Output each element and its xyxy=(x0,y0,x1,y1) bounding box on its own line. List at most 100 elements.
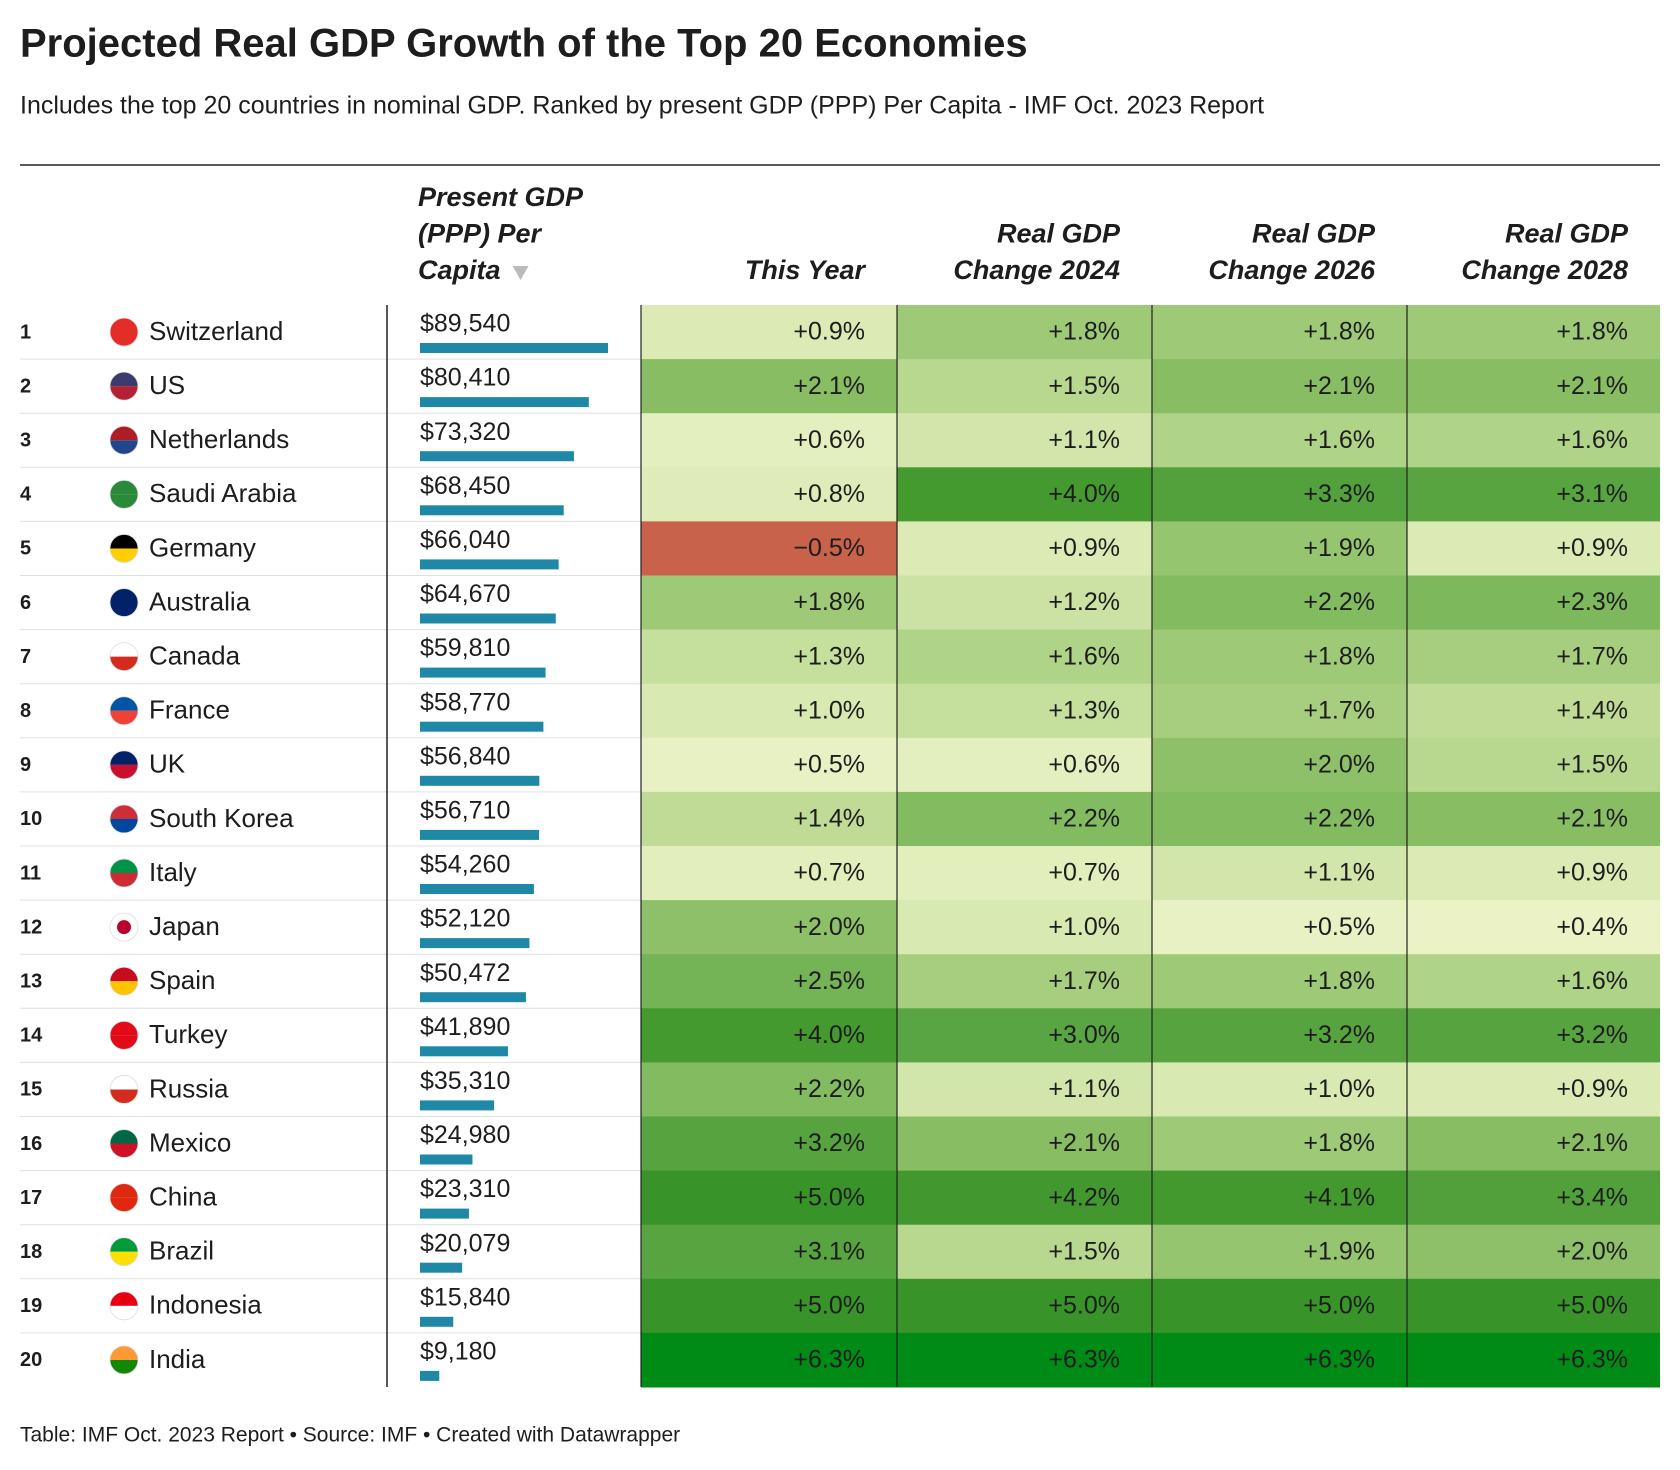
rank: 18 xyxy=(20,1241,42,1263)
flag-ring xyxy=(109,858,139,888)
growth-label: +2.1% xyxy=(793,372,865,400)
growth-cell xyxy=(641,575,897,631)
growth-cell xyxy=(641,1116,897,1172)
growth-cell xyxy=(897,1224,1152,1280)
gdp-label: $52,120 xyxy=(420,905,510,933)
gdp-label: $64,670 xyxy=(420,580,510,608)
column-header: Real GDP xyxy=(1505,219,1629,249)
growth-label: +4.0% xyxy=(793,1021,865,1049)
growth-cell xyxy=(1152,954,1407,1009)
flag-top xyxy=(110,1237,138,1252)
growth-cell xyxy=(1407,791,1660,847)
flag-ring xyxy=(109,588,139,617)
rank: 1 xyxy=(20,321,31,343)
growth-cell xyxy=(1152,1170,1407,1226)
growth-cell xyxy=(641,1332,897,1388)
flag-bottom xyxy=(110,1305,138,1320)
growth-cell xyxy=(641,305,897,360)
flag-ring xyxy=(109,1129,139,1158)
growth-cell xyxy=(897,791,1152,847)
growth-cell xyxy=(897,900,1152,955)
gdp-label: $41,890 xyxy=(420,1013,510,1041)
growth-label: +1.8% xyxy=(1556,318,1628,346)
growth-label: +6.3% xyxy=(1303,1346,1375,1374)
gdp-bar xyxy=(420,721,544,732)
growth-cell xyxy=(897,575,1152,631)
country: US xyxy=(149,370,185,400)
growth-label: +2.1% xyxy=(1556,372,1628,400)
growth-label: +6.3% xyxy=(1048,1346,1120,1374)
gdp-bar xyxy=(420,1208,469,1219)
growth-cell xyxy=(897,413,1152,468)
growth-cell xyxy=(641,900,897,955)
growth-cell xyxy=(641,1278,897,1334)
rank: 11 xyxy=(20,862,41,884)
country: Netherlands xyxy=(149,424,289,454)
growth-label: +1.4% xyxy=(793,805,865,833)
growth-label: +2.1% xyxy=(1048,1129,1120,1157)
country: Spain xyxy=(149,965,216,995)
growth-label: +0.9% xyxy=(793,318,865,346)
growth-cell xyxy=(1407,954,1660,1009)
rank: 3 xyxy=(20,430,31,452)
growth-cell xyxy=(641,791,897,847)
growth-label: +4.2% xyxy=(1048,1183,1120,1211)
flag-ring xyxy=(109,912,139,942)
column-header: Change 2028 xyxy=(1461,255,1628,285)
growth-cell xyxy=(1407,737,1660,793)
flag-top xyxy=(110,480,138,495)
growth-cell xyxy=(897,683,1152,739)
growth-cell xyxy=(1152,467,1407,522)
growth-label: +3.3% xyxy=(1303,480,1375,508)
growth-cell xyxy=(1152,359,1407,414)
country: India xyxy=(149,1344,206,1374)
growth-cell xyxy=(641,413,897,468)
growth-cell xyxy=(897,467,1152,522)
flag-bottom xyxy=(110,440,138,455)
country: Russia xyxy=(149,1073,229,1103)
growth-label: +2.1% xyxy=(1303,372,1375,400)
flag-bottom xyxy=(110,656,138,671)
growth-label: +1.7% xyxy=(1048,967,1120,995)
growth-cell xyxy=(641,846,897,901)
footer: Table: IMF Oct. 2023 Report • Source: IM… xyxy=(20,1424,680,1447)
column-header: This Year xyxy=(745,255,867,285)
flag-ring xyxy=(109,1075,139,1104)
flag-ring xyxy=(109,750,139,780)
growth-label: +0.9% xyxy=(1556,1075,1628,1103)
growth-label: +0.7% xyxy=(793,859,865,887)
growth-label: +2.2% xyxy=(1303,805,1375,833)
growth-label: +2.2% xyxy=(793,1075,865,1103)
rank: 4 xyxy=(20,484,32,506)
gdp-label: $66,040 xyxy=(420,526,510,554)
flag-top xyxy=(110,1075,138,1090)
growth-cell xyxy=(897,305,1152,360)
column-header: Change 2024 xyxy=(953,255,1120,285)
growth-label: +3.2% xyxy=(1303,1021,1375,1049)
country: Saudi Arabia xyxy=(149,478,297,508)
growth-cell xyxy=(897,1278,1152,1334)
flag-ring xyxy=(109,1237,139,1267)
flag-top xyxy=(110,534,138,549)
growth-cell xyxy=(897,1170,1152,1226)
growth-cell xyxy=(641,683,897,739)
flag-bottom xyxy=(110,1089,138,1104)
growth-label: +0.7% xyxy=(1048,859,1120,887)
flag-top xyxy=(110,859,138,874)
growth-label: +5.0% xyxy=(793,1291,865,1319)
growth-label: +2.0% xyxy=(1303,750,1375,778)
gdp-label: $50,472 xyxy=(420,959,510,987)
growth-label: +4.1% xyxy=(1303,1183,1375,1211)
growth-cell xyxy=(641,359,897,414)
growth-cell xyxy=(897,359,1152,414)
growth-label: +5.0% xyxy=(1048,1291,1120,1319)
growth-label: +1.3% xyxy=(793,642,865,670)
growth-label: +1.1% xyxy=(1048,426,1120,454)
growth-label: +1.8% xyxy=(1303,967,1375,995)
country: South Korea xyxy=(149,803,294,833)
flag-bottom xyxy=(110,981,138,996)
growth-label: +0.4% xyxy=(1556,913,1628,941)
gdp-bar xyxy=(420,1154,473,1165)
column-header: Real GDP xyxy=(997,219,1121,249)
